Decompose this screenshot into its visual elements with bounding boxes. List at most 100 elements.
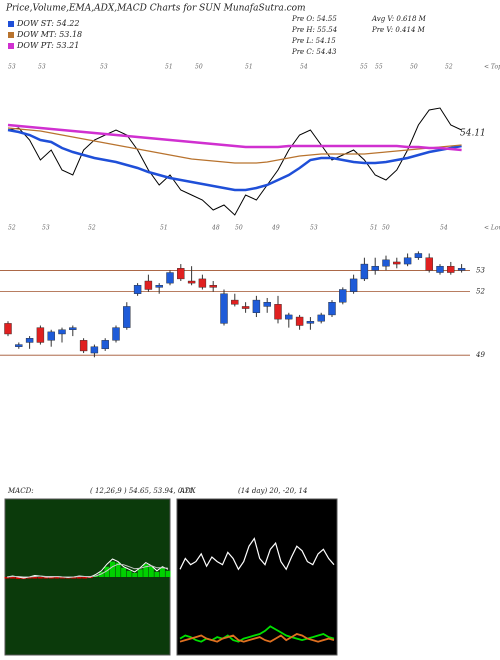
histogram-bar: [4, 577, 10, 579]
candle-body: [457, 268, 466, 271]
legend-swatch: [8, 32, 14, 38]
y-tick-label: 53: [476, 266, 485, 274]
legend-label: DOW PT: 53.21: [16, 41, 79, 50]
panel-params: ( 12,26,9 ) 54.65, 53.94, 0.71: [90, 487, 193, 495]
price-line: [7, 123, 462, 152]
candle-body: [339, 289, 347, 303]
histogram-bar: [15, 577, 21, 580]
histogram-bar: [165, 570, 171, 577]
tops-note: < Tops: [484, 64, 500, 71]
histogram-bar: [60, 577, 66, 579]
candle-body: [198, 278, 207, 288]
candle-body: [403, 257, 412, 265]
chart-title: Price,Volume,EMA,ADX,MACD Charts for SUN…: [5, 4, 306, 14]
histogram-bar: [159, 567, 165, 577]
histogram-bar: [26, 577, 32, 579]
candle-body: [317, 314, 325, 322]
histogram-bar: [104, 566, 110, 577]
adx-panel: [176, 498, 338, 656]
histogram-bar: [132, 572, 138, 577]
candle-body: [285, 314, 293, 320]
histogram-bar: [37, 577, 43, 579]
last-value: 54.11: [460, 128, 486, 138]
candle-body: [382, 259, 390, 267]
histogram-bar: [43, 577, 49, 579]
candle-body: [414, 253, 423, 258]
candle-body: [25, 338, 34, 343]
histogram-bar: [154, 571, 160, 577]
low-label: 53: [310, 225, 318, 232]
candle-body: [241, 306, 250, 309]
candle-body: [166, 272, 174, 284]
histogram-bar: [82, 577, 88, 579]
histogram-bar: [121, 567, 127, 577]
histogram-bar: [109, 561, 115, 577]
candle-body: [4, 323, 12, 335]
candle-body: [79, 340, 88, 352]
top-label: 54: [300, 64, 308, 71]
histogram-bar: [126, 570, 132, 577]
low-label: 50: [235, 225, 243, 232]
candle-body: [209, 285, 217, 288]
top-label: 53: [8, 64, 16, 71]
candle-body: [36, 327, 45, 343]
candle-body: [371, 265, 379, 271]
panel-title: MACD:: [7, 487, 34, 495]
low-label: 49: [271, 225, 280, 232]
candle-body: [144, 280, 153, 290]
top-label: 50: [410, 64, 418, 71]
top-label: 55: [375, 64, 383, 71]
top-label: 52: [445, 64, 453, 71]
histogram-bar: [32, 577, 38, 579]
histogram-bar: [10, 577, 16, 579]
candle-body: [123, 306, 131, 328]
macd-line: [6, 563, 169, 578]
candle-body: [69, 327, 77, 330]
top-label: 53: [100, 64, 108, 71]
histogram-bar: [143, 564, 149, 577]
top-label: 55: [360, 64, 368, 71]
legend-label: DOW MT: 53.18: [16, 30, 82, 39]
low-label: 51: [370, 225, 378, 232]
candle-body: [328, 302, 336, 316]
histogram-bar: [137, 569, 143, 577]
adx-line: [179, 633, 335, 643]
candle-body: [263, 302, 271, 307]
stat: Avg V: 0.618 M: [371, 15, 427, 23]
candle-body: [306, 321, 315, 324]
low-label: 48: [211, 225, 220, 232]
histogram-bar: [115, 562, 121, 577]
price-line: [7, 127, 462, 164]
low-label: 51: [160, 225, 168, 232]
price-line: [7, 107, 462, 216]
candle-body: [447, 265, 455, 273]
candle-body: [349, 278, 358, 292]
histogram-bar: [71, 577, 77, 579]
candle-body: [252, 299, 261, 313]
candle-body: [155, 285, 163, 288]
top-label: 51: [165, 64, 173, 71]
legend-label: DOW ST: 54.22: [16, 19, 79, 28]
y-tick-label: 49: [475, 351, 485, 359]
legend-swatch: [8, 43, 14, 49]
lows-note: < Lows: [484, 225, 500, 232]
low-label: 52: [88, 225, 96, 232]
low-label: 50: [382, 225, 390, 232]
candle-body: [90, 346, 99, 354]
candle-body: [187, 280, 196, 284]
low-label: 54: [440, 225, 448, 232]
stat: Pre V: 0.414 M: [371, 26, 426, 34]
histogram-bar: [54, 577, 60, 579]
top-label: 51: [245, 64, 253, 71]
candle-body: [425, 257, 433, 271]
candle-body: [274, 304, 282, 320]
low-label: 52: [8, 225, 16, 232]
histogram-bar: [148, 566, 154, 577]
top-label: 53: [38, 64, 46, 71]
candle-body: [47, 331, 55, 341]
panel-params: (14 day) 20, -20, 14: [238, 487, 307, 495]
y-tick-label: 52: [476, 288, 485, 296]
candle-body: [360, 263, 369, 280]
